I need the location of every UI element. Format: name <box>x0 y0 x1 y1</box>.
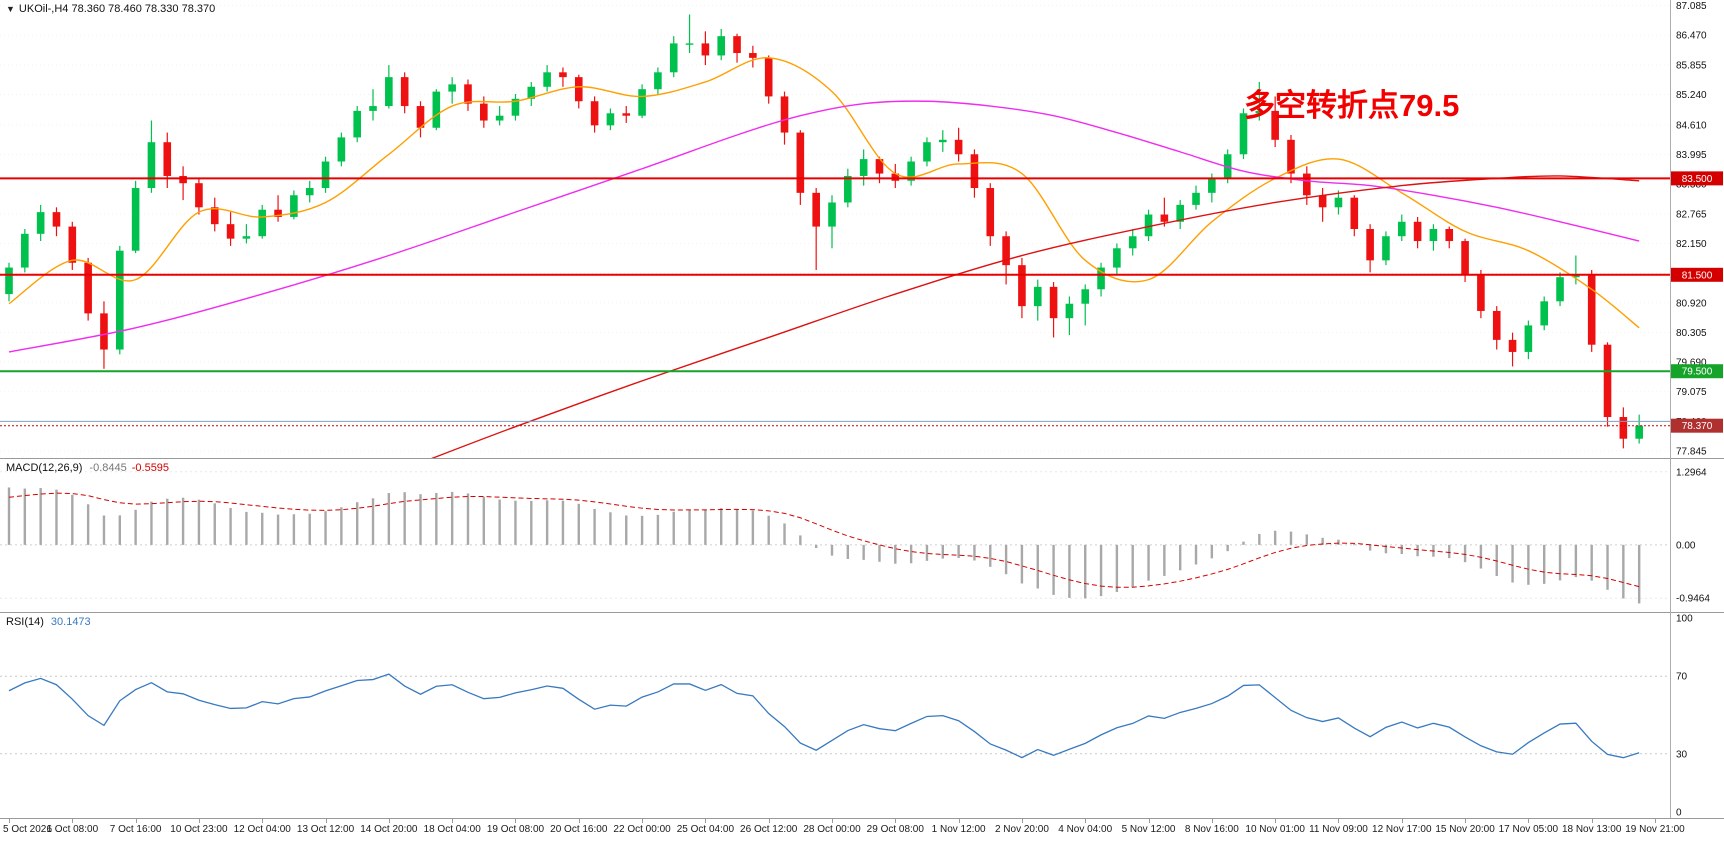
ma-mid-magenta <box>8 100 1640 353</box>
time-label: 28 Oct 00:00 <box>803 824 861 835</box>
rsi-panel[interactable]: 100 70 30 0 <box>0 612 1724 818</box>
price-chart: 87.08586.47085.85585.24084.61083.99583.3… <box>0 0 1723 458</box>
svg-text:87.085: 87.085 <box>1676 1 1707 12</box>
rsi-chart: 100 70 30 0 <box>0 612 1724 818</box>
time-label: 8 Nov 16:00 <box>1184 824 1239 835</box>
ma-slow-red <box>431 175 1640 458</box>
price-badge <box>1671 364 1723 379</box>
rsi-title: RSI(14) <box>6 616 44 628</box>
price-badge <box>1671 418 1723 433</box>
svg-text:30: 30 <box>1676 749 1688 760</box>
macd-title: MACD(12,26,9) <box>6 462 83 474</box>
svg-text:1.2964: 1.2964 <box>1676 467 1707 478</box>
svg-text:100: 100 <box>1676 614 1693 625</box>
time-label: 6 Oct 08:00 <box>46 824 99 835</box>
svg-text:79.690: 79.690 <box>1676 358 1707 369</box>
time-label: 15 Nov 20:00 <box>1435 824 1495 835</box>
time-label: 5 Oct 2021 <box>3 824 52 835</box>
svg-text:85.240: 85.240 <box>1676 90 1707 101</box>
time-label: 4 Nov 04:00 <box>1058 824 1113 835</box>
macd-value: -0.8445 <box>89 462 127 474</box>
chevron-down-icon: ▼ <box>6 4 15 14</box>
price-chart-panel[interactable]: 87.08586.47085.85585.24084.61083.99583.3… <box>0 0 1724 458</box>
candles <box>5 14 1643 449</box>
svg-text:82.150: 82.150 <box>1676 239 1707 250</box>
macd-chart: 1.2964 0.00 -0.9464 <box>0 458 1724 612</box>
time-label: 25 Oct 04:00 <box>676 824 735 835</box>
svg-text:82.765: 82.765 <box>1676 209 1707 220</box>
time-label: 26 Oct 12:00 <box>740 824 798 835</box>
time-label: 19 Oct 08:00 <box>486 824 545 835</box>
time-label: 19 Nov 21:00 <box>1625 824 1685 835</box>
svg-text:79.500: 79.500 <box>1682 367 1713 378</box>
time-axis[interactable]: 5 Oct 2021 6 Oct 08:00 7 Oct 16:00 10 Oct 2… <box>0 818 1724 841</box>
svg-text:70: 70 <box>1676 672 1688 683</box>
svg-text:77.845: 77.845 <box>1676 447 1707 458</box>
rsi-line <box>8 673 1640 759</box>
time-label: 10 Nov 01:00 <box>1245 824 1305 835</box>
svg-text:83.500: 83.500 <box>1682 174 1713 185</box>
time-label: 18 Nov 13:00 <box>1561 824 1622 835</box>
time-label: 18 Oct 04:00 <box>423 824 481 835</box>
time-label: 12 Nov 17:00 <box>1372 824 1432 835</box>
macd-signal-line <box>8 492 1640 588</box>
svg-text:78.370: 78.370 <box>1682 421 1713 432</box>
svg-text:85.855: 85.855 <box>1676 60 1707 71</box>
time-label: 17 Nov 05:00 <box>1498 824 1559 835</box>
svg-text:-0.9464: -0.9464 <box>1676 594 1710 605</box>
svg-text:80.305: 80.305 <box>1676 328 1707 339</box>
svg-text:0.00: 0.00 <box>1676 540 1696 551</box>
time-label: 22 Oct 00:00 <box>613 824 671 835</box>
price-badge <box>1671 171 1723 186</box>
time-label: 7 Oct 16:00 <box>109 824 162 835</box>
time-label: 20 Oct 16:00 <box>550 824 608 835</box>
macd-legend: MACD(12,26,9) -0.8445 -0.5595 <box>6 462 169 474</box>
time-label: 1 Nov 12:00 <box>931 824 986 835</box>
rsi-value: 30.1473 <box>50 616 91 628</box>
svg-text:86.470: 86.470 <box>1676 31 1707 42</box>
time-label: 10 Oct 23:00 <box>170 824 228 835</box>
macd-histogram <box>7 487 1641 604</box>
svg-text:83.995: 83.995 <box>1676 150 1707 161</box>
symbol-ohlc-label: UKOil-,H4 78.360 78.460 78.330 78.370 <box>18 3 216 15</box>
time-label: 2 Nov 20:00 <box>994 824 1049 835</box>
time-label: 12 Oct 04:00 <box>233 824 291 835</box>
chart-legend: ▼ UKOil-,H4 78.360 78.460 78.330 78.370 <box>6 3 215 15</box>
macd-signal-value: -0.5595 <box>131 462 170 474</box>
time-label: 29 Oct 08:00 <box>866 824 924 835</box>
ma-fast-orange <box>8 57 1640 329</box>
time-label: 13 Oct 12:00 <box>296 824 355 835</box>
svg-text:81.500: 81.500 <box>1682 270 1713 281</box>
svg-text:80.920: 80.920 <box>1676 298 1707 309</box>
rsi-legend: RSI(14) 30.1473 <box>6 616 91 628</box>
time-label: 5 Nov 12:00 <box>1121 824 1176 835</box>
annotation-text: 多空转折点79.5 <box>1244 88 1460 123</box>
svg-text:0: 0 <box>1676 808 1682 819</box>
time-label: 11 Nov 09:00 <box>1309 824 1368 835</box>
price-badge <box>1671 267 1723 282</box>
svg-text:79.075: 79.075 <box>1676 387 1707 398</box>
svg-text:84.610: 84.610 <box>1676 120 1707 131</box>
time-label: 14 Oct 20:00 <box>360 824 418 835</box>
macd-panel[interactable]: 1.2964 0.00 -0.9464 <box>0 458 1724 612</box>
